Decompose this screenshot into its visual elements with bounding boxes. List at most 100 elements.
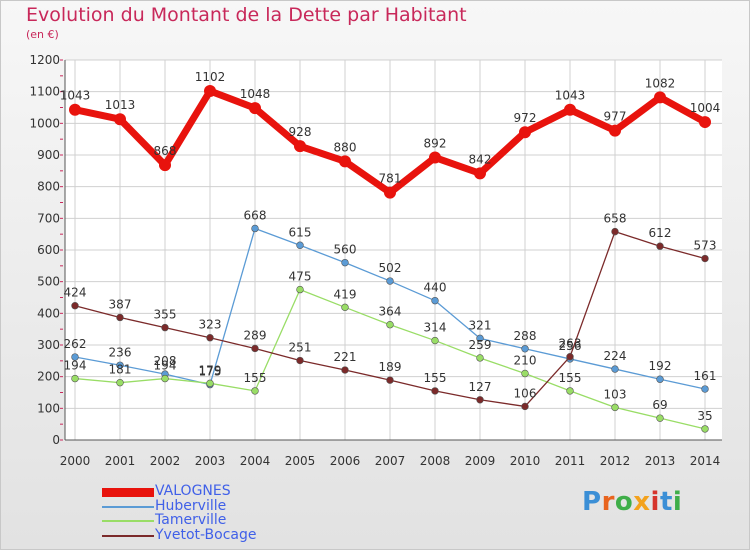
data-point [701, 385, 709, 393]
data-label: 103 [604, 387, 627, 401]
data-label: 314 [424, 321, 447, 335]
x-tick-label: 2010 [510, 454, 541, 468]
data-label: 236 [109, 345, 132, 359]
data-label: 1043 [555, 89, 586, 103]
data-point [251, 344, 259, 353]
data-point [566, 387, 574, 395]
x-tick-label: 2006 [330, 454, 361, 468]
x-tick-label: 2001 [105, 454, 136, 468]
data-point [611, 227, 619, 236]
data-point [161, 374, 169, 383]
data-point [71, 353, 79, 361]
data-point [386, 321, 394, 329]
data-point [699, 116, 711, 129]
chart-subtitle: (en €) [26, 28, 59, 41]
data-point [564, 103, 576, 116]
data-point [609, 124, 621, 137]
data-label: 615 [289, 225, 312, 239]
data-label: 560 [334, 243, 357, 257]
data-point [386, 277, 394, 285]
data-label: 321 [469, 318, 492, 332]
data-label: 1004 [690, 101, 721, 115]
y-tick-label: 0 [52, 433, 60, 447]
data-label: 364 [379, 305, 402, 319]
legend-label: Yvetot-Bocage [155, 526, 257, 543]
y-tick-label: 500 [37, 275, 60, 289]
data-label: 288 [514, 329, 537, 343]
data-point [429, 151, 441, 164]
x-tick-label: 2013 [645, 454, 676, 468]
data-point [521, 369, 529, 378]
data-label: 181 [109, 363, 132, 377]
y-tick-label: 100 [37, 401, 60, 415]
x-tick-label: 2014 [690, 454, 721, 468]
data-label: 781 [379, 172, 402, 186]
data-label: 880 [334, 140, 357, 154]
x-tick-label: 2003 [195, 454, 226, 468]
data-point [341, 258, 349, 267]
data-point [116, 313, 124, 322]
data-point [476, 396, 484, 404]
legend-swatch [102, 505, 154, 508]
legend-label: Huberville [155, 497, 227, 514]
data-label: 194 [64, 359, 87, 373]
data-label: 658 [604, 212, 627, 226]
data-point [521, 345, 529, 353]
data-point [69, 103, 81, 116]
data-point [521, 402, 529, 411]
data-label: 179 [199, 363, 222, 377]
data-point [611, 403, 619, 412]
data-label: 1013 [105, 98, 136, 112]
legend-swatch [102, 520, 154, 522]
y-tick-label: 1100 [29, 85, 60, 99]
y-tick-label: 900 [37, 148, 60, 162]
data-label: 842 [469, 152, 492, 166]
data-label: 419 [334, 287, 357, 301]
data-point [431, 296, 439, 305]
data-label: 475 [289, 270, 312, 284]
data-label: 224 [604, 349, 627, 363]
data-point [474, 167, 486, 180]
x-tick-label: 2002 [150, 454, 181, 468]
data-label: 972 [514, 111, 537, 125]
x-tick-label: 2008 [420, 454, 451, 468]
data-point [206, 334, 214, 342]
data-point [294, 140, 306, 153]
data-point [251, 224, 259, 233]
data-label: 210 [514, 354, 537, 368]
data-label: 668 [244, 208, 267, 222]
data-label: 289 [244, 328, 267, 342]
data-label: 175 [199, 365, 222, 379]
data-point [656, 375, 664, 383]
data-label: 928 [289, 125, 312, 139]
data-point [296, 241, 304, 249]
data-label: 262 [64, 337, 87, 351]
data-label: 387 [109, 297, 132, 311]
data-point [116, 361, 124, 369]
x-tick-label: 2007 [375, 454, 406, 468]
data-label: 1043 [60, 89, 91, 103]
data-point [339, 155, 351, 168]
data-label: 155 [424, 371, 447, 385]
data-label: 323 [199, 318, 222, 332]
data-point [701, 254, 709, 263]
y-tick-label: 700 [37, 211, 60, 225]
data-point [159, 159, 171, 172]
data-point [251, 387, 259, 395]
data-label: 424 [64, 286, 87, 300]
data-label: 502 [379, 261, 402, 275]
y-tick-label: 600 [37, 243, 60, 257]
data-point [296, 356, 304, 365]
data-label: 263 [559, 337, 582, 351]
data-label: 251 [289, 341, 312, 355]
data-label: 256 [559, 339, 582, 353]
x-tick-label: 2011 [555, 454, 586, 468]
chart-title: Evolution du Montant de la Dette par Hab… [26, 4, 467, 26]
data-point [249, 102, 261, 115]
data-label: 161 [694, 369, 717, 383]
data-point [206, 379, 214, 388]
data-point [656, 242, 664, 250]
data-label: 221 [334, 350, 357, 364]
data-label: 1082 [645, 76, 676, 90]
